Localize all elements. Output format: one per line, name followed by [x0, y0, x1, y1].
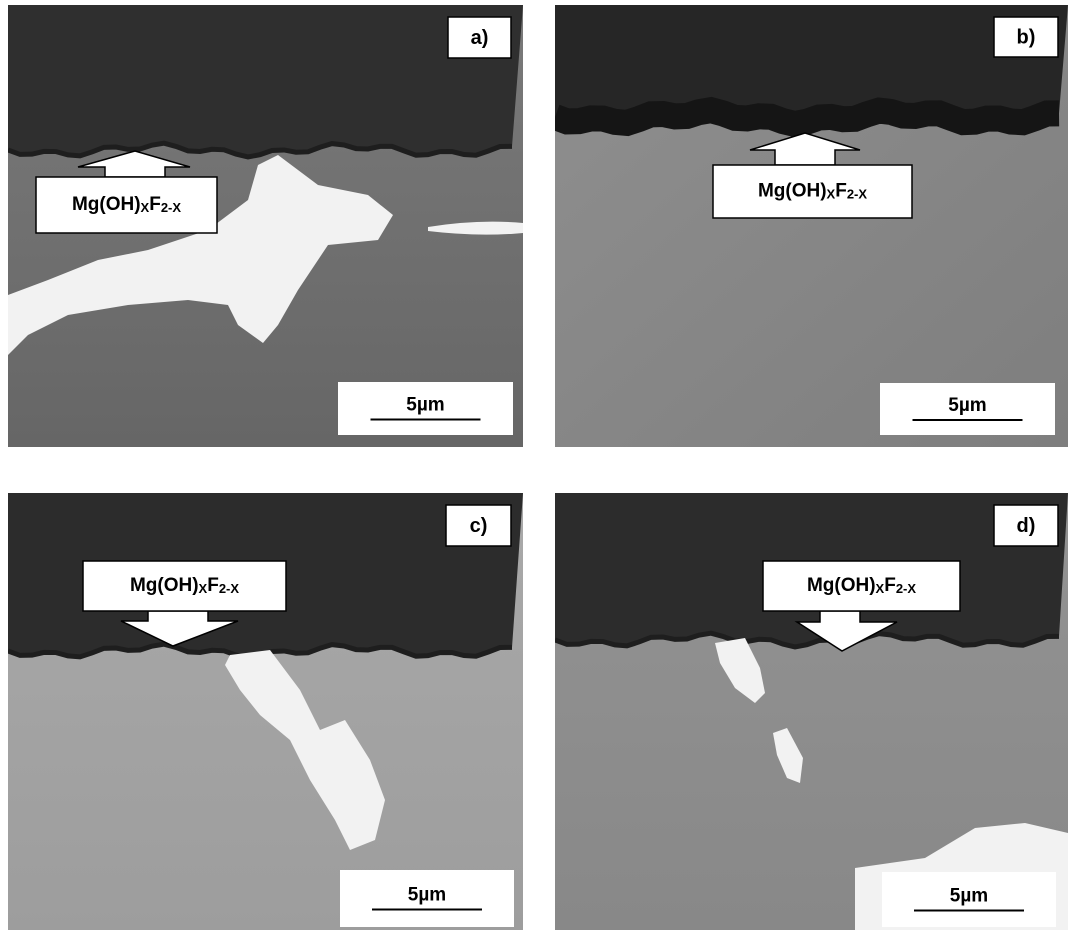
annotation-part: Mg(OH)	[72, 194, 141, 215]
scale-label: 5µm	[408, 885, 446, 906]
annotation-part: F	[884, 575, 896, 596]
annotation-part: 2-X	[219, 581, 240, 596]
panel-label: b)	[1017, 26, 1036, 48]
scale-label: 5µm	[948, 395, 986, 416]
annotation-part: 2-X	[847, 187, 868, 202]
annotation-part: F	[207, 575, 219, 596]
micrograph-panel: Mg(OH)XF2-X b) 5µm	[555, 5, 1068, 447]
annotation-part: F	[835, 181, 847, 202]
annotation-part: Mg(OH)	[807, 575, 876, 596]
annotation-part: 2-X	[896, 581, 917, 596]
annotation-part: X	[199, 581, 208, 596]
dark-resin	[8, 5, 523, 157]
annotation-part: X	[827, 187, 836, 202]
panel-label: c)	[470, 515, 488, 537]
annotation-part: X	[141, 200, 150, 215]
scale-label: 5µm	[950, 886, 988, 907]
annotation-part: Mg(OH)	[130, 575, 199, 596]
micrograph-panel: Mg(OH)XF2-X d) 5µm	[555, 493, 1068, 930]
annotation-part: X	[876, 581, 885, 596]
micrograph-panel: Mg(OH)XF2-X a) 5µm	[8, 5, 523, 447]
annotation-part: F	[149, 194, 161, 215]
panel-label: a)	[471, 27, 489, 49]
annotation-part: 2-X	[161, 200, 182, 215]
figure: Mg(OH)XF2-Xa)5µmMg(OH)XF2-Xb)5µmMg(OH)XF…	[0, 0, 1068, 933]
micrograph-panel: Mg(OH)XF2-X c) 5µm	[8, 493, 523, 930]
annotation-part: Mg(OH)	[758, 181, 827, 202]
scale-label: 5µm	[406, 395, 444, 416]
fluoride-layer	[555, 110, 1059, 124]
panel-label: d)	[1017, 515, 1036, 537]
